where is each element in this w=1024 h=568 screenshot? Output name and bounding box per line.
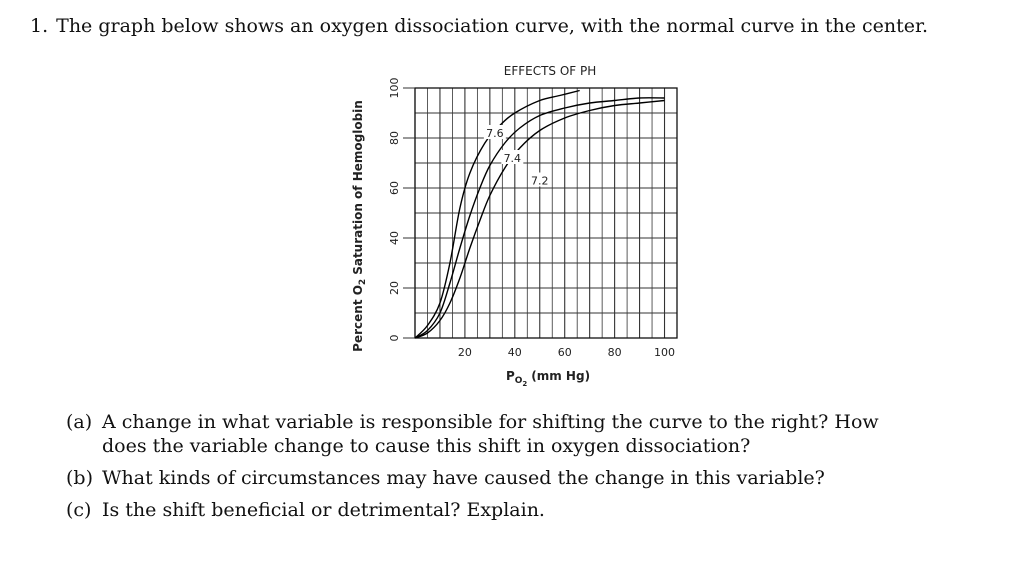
x-tick-label: 60 bbox=[558, 346, 572, 359]
subquestion-label: (a) bbox=[66, 411, 93, 433]
curve-label-ph-7-6: 7.6 bbox=[486, 127, 504, 140]
x-axis-label-sub: O bbox=[515, 376, 523, 386]
y-axis-label-sub: 2 bbox=[358, 279, 368, 285]
subquestion-text: Is the shift beneficial or detrimental? … bbox=[102, 499, 545, 521]
x-axis-label-unit: (mm Hg) bbox=[531, 369, 590, 383]
y-tick-label: 20 bbox=[388, 281, 401, 295]
x-axis-label-sub2: 2 bbox=[522, 380, 527, 388]
chart-annotations: 7.67.4 7.2 bbox=[483, 125, 551, 188]
x-tick-label: 100 bbox=[654, 346, 675, 359]
y-axis-label: Percent O2 Saturation of Hemoglobin bbox=[351, 100, 368, 352]
subquestion-list: (a) A change in what variable is respons… bbox=[66, 410, 926, 530]
chart-grid bbox=[414, 87, 678, 339]
curve-label-ph-7-4: 7.4 bbox=[504, 152, 522, 165]
curve-label-ph-7-2: 7.2 bbox=[531, 175, 549, 188]
x-axis-label: PO2 (mm Hg) bbox=[506, 369, 590, 388]
y-tick-label: 0 bbox=[388, 335, 401, 342]
x-tick-label: 40 bbox=[508, 346, 522, 359]
subquestion-label: (c) bbox=[66, 499, 92, 521]
question-header: 1. The graph below shows an oxygen dissoc… bbox=[30, 14, 928, 38]
curve-ph-7-6 bbox=[414, 89, 580, 339]
oxygen-dissociation-chart: EFFECTS OF PH 0 20 40 60 80 100 20 40 60 80 100 7.… bbox=[351, 64, 678, 388]
subquestion-b: (b) What kinds of circumstances may have… bbox=[66, 466, 926, 490]
subquestion-label: (b) bbox=[66, 467, 93, 489]
annotation-bg bbox=[528, 172, 551, 187]
subquestion-text: A change in what variable is responsible… bbox=[102, 411, 879, 457]
plot-frame bbox=[414, 87, 678, 339]
y-axis-label-rest: Saturation of Hemoglobin bbox=[351, 100, 365, 275]
subquestion-c: (c) Is the shift beneficial or detriment… bbox=[66, 498, 926, 522]
subquestion-text: What kinds of circumstances may have cau… bbox=[102, 467, 825, 489]
question-number: 1. bbox=[30, 15, 49, 37]
oxygen-dissociation-figure: EFFECTS OF PH 0 20 40 60 80 100 20 40 60 80 100 7.… bbox=[340, 58, 700, 392]
x-tick-label: 20 bbox=[458, 346, 472, 359]
annotation-bg bbox=[483, 125, 506, 139]
question-text: The graph below shows an oxygen dissocia… bbox=[56, 15, 929, 37]
y-tick-label: 60 bbox=[388, 181, 401, 195]
y-tick-label: 80 bbox=[388, 131, 401, 145]
curve-ph-7-4 bbox=[414, 97, 665, 339]
x-tick-label: 80 bbox=[608, 346, 622, 359]
chart-curves bbox=[414, 89, 665, 339]
x-axis-label-main: P bbox=[506, 369, 515, 383]
annotation-bg bbox=[501, 150, 524, 164]
curve-ph-7-2 bbox=[414, 99, 665, 339]
chart-title: EFFECTS OF PH bbox=[504, 64, 597, 78]
chart-ticks: 0 20 40 60 80 100 20 40 60 80 100 bbox=[388, 78, 675, 360]
subquestion-a: (a) A change in what variable is respons… bbox=[66, 410, 926, 458]
y-axis-label-main: Percent O bbox=[351, 285, 365, 352]
y-tick-label: 100 bbox=[388, 78, 401, 99]
y-tick-label: 40 bbox=[388, 231, 401, 245]
